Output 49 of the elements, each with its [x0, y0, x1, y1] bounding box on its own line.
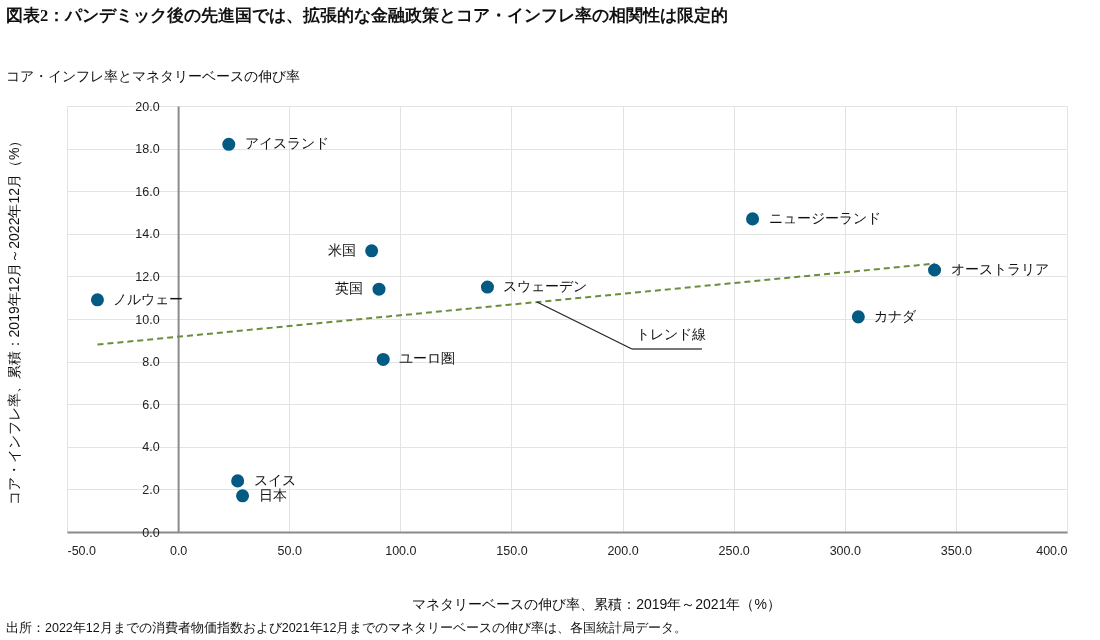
point — [746, 212, 760, 226]
x-tick-label: 50.0 — [277, 543, 302, 558]
y-axis-title: コア・インフレ率、累積：2019年12月～2022年12月（%） — [5, 133, 22, 506]
y-tick-label: 2.0 — [142, 482, 160, 497]
series-label: ニュージーランド — [768, 209, 881, 226]
series-label: スウェーデン — [503, 278, 588, 295]
series-label: ノルウェー — [113, 290, 184, 307]
y-tick-label: 10.0 — [135, 312, 160, 327]
y-tick-label: 0.0 — [142, 525, 160, 540]
point — [372, 282, 386, 296]
x-tick-label: 200.0 — [607, 543, 639, 558]
x-tick-label: 350.0 — [940, 543, 973, 558]
chart-subtitle: コア・インフレ率とマネタリーベースの伸び率 — [6, 68, 300, 86]
x-tick-label: 150.0 — [496, 543, 528, 558]
point — [480, 280, 494, 294]
x-tick-label: -50.0 — [67, 543, 97, 558]
series-label: カナダ — [874, 307, 918, 324]
point — [90, 293, 104, 307]
x-tick-label: 400.0 — [1036, 543, 1068, 558]
text: トレンド線 — [635, 326, 706, 343]
series-label: ユーロ圏 — [399, 350, 456, 367]
series-label: 日本 — [258, 486, 287, 503]
point — [851, 310, 865, 324]
x-tick-label: 250.0 — [718, 543, 750, 558]
x-tick-label: 0.0 — [169, 543, 188, 558]
chart-title: 図表2：パンデミック後の先進国では、拡張的な金融政策とコア・インフレ率の相関性は限定的 — [6, 5, 729, 27]
series-label: オーストラリア — [950, 261, 1049, 278]
y-tick-label: 6.0 — [142, 397, 160, 412]
point — [222, 137, 236, 151]
y-tick-label: 8.0 — [142, 355, 160, 370]
point — [376, 352, 390, 366]
x-tick-label: 100.0 — [385, 543, 417, 558]
y-tick-label: 12.0 — [135, 269, 160, 284]
series-label: スイス — [253, 471, 296, 488]
point — [928, 263, 942, 277]
text: 出所：2022年12月までの消費者物価指数および2021年12月までのマネタリーベースの伸び率は、各国統計局データ。 — [6, 620, 688, 637]
series-label: アイスランド — [244, 135, 329, 152]
y-tick-label: 20.0 — [135, 99, 160, 114]
point — [236, 489, 250, 503]
series-label: 米国 — [327, 241, 356, 258]
x-tick-label: 300.0 — [829, 543, 861, 558]
y-tick-label: 18.0 — [135, 142, 160, 157]
y-tick-label: 16.0 — [135, 184, 160, 199]
x-axis-title: マネタリーベースの伸び率、累積：2019年～2021年（%） — [412, 595, 781, 612]
y-tick-label: 4.0 — [142, 440, 160, 455]
point — [231, 474, 245, 488]
series-label: 英国 — [335, 280, 363, 297]
point — [365, 244, 379, 258]
y-tick-label: 14.0 — [135, 227, 160, 242]
